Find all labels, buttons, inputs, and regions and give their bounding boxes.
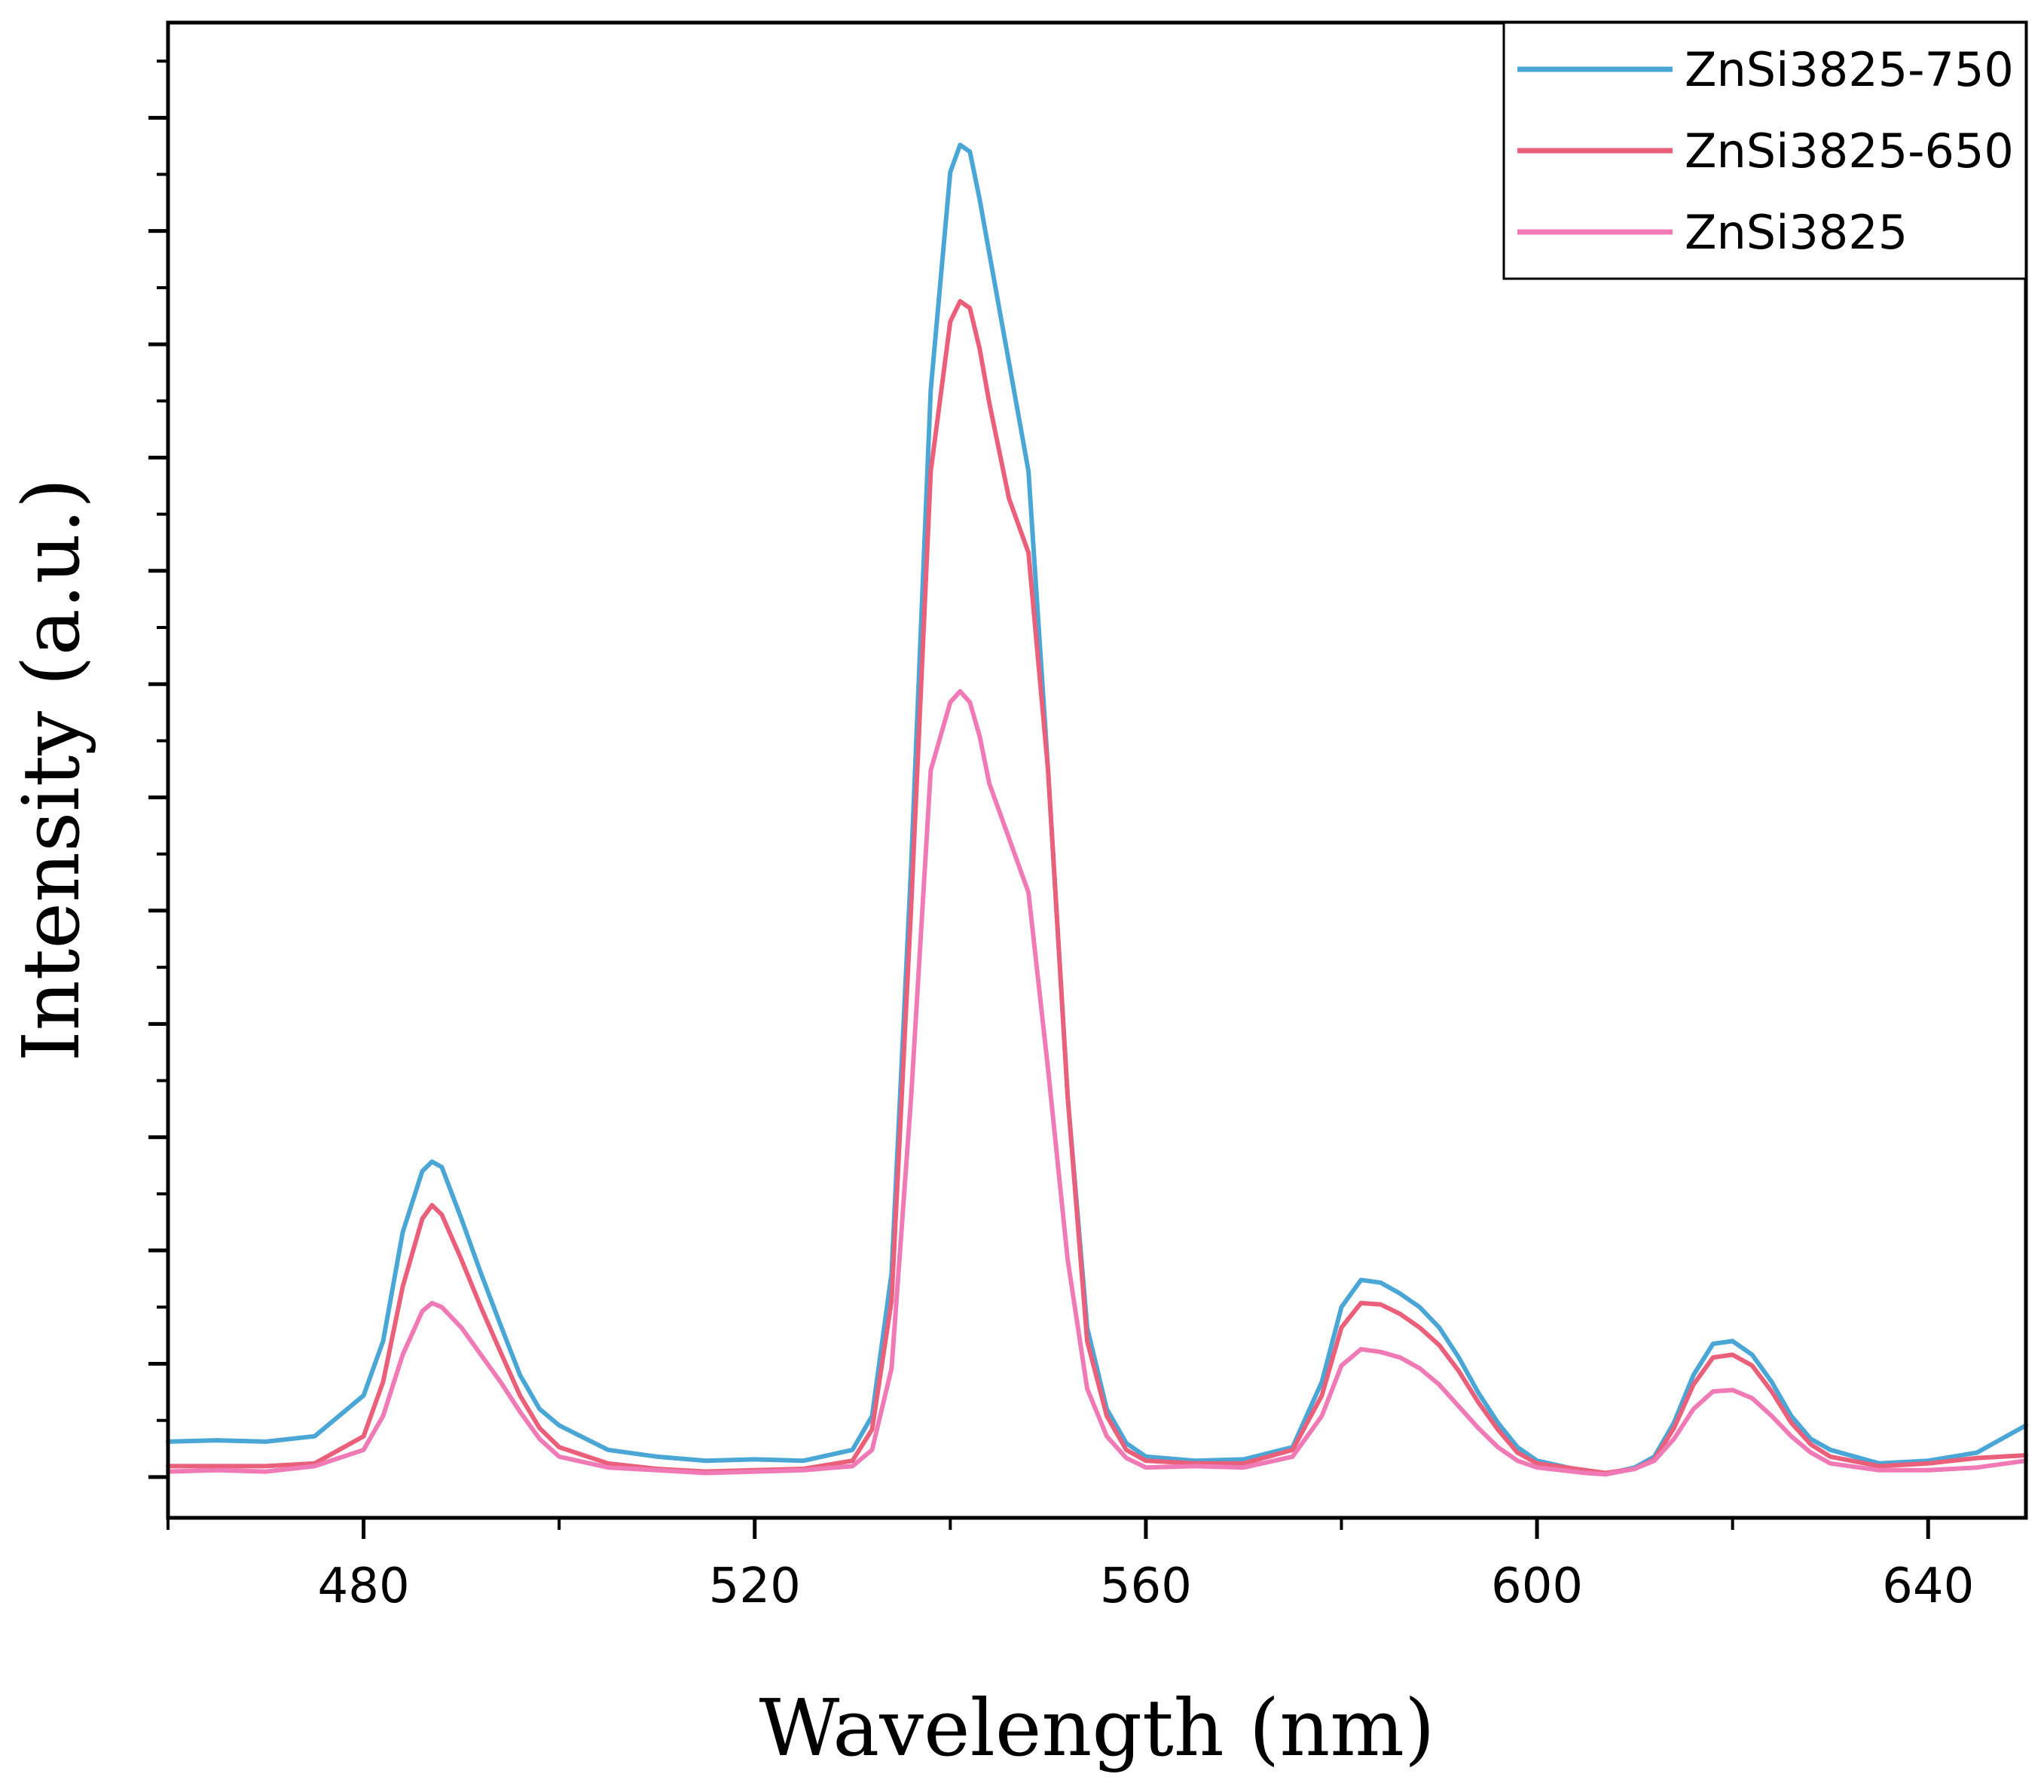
series-line-2 <box>166 298 2028 1476</box>
x-tick-label: 520 <box>709 1558 801 1614</box>
x-axis-label: Wavelength (nm) <box>759 1682 1434 1774</box>
legend-label: ZnSi3825-650 <box>1685 124 2014 179</box>
plot-frame <box>166 20 2028 1520</box>
legend-entries: ZnSi3825-750 ZnSi3825-650 ZnSi3825 <box>1517 42 2014 260</box>
x-tick-label: 560 <box>1100 1558 1192 1614</box>
legend: ZnSi3825-750 ZnSi3825-650 ZnSi3825 <box>1502 21 2027 280</box>
x-axis-ticks <box>167 1518 1930 1539</box>
y-axis-label: Intensity (a.u.) <box>5 478 97 1062</box>
series-line-3 <box>166 688 2028 1477</box>
legend-label: ZnSi3825 <box>1685 205 1908 260</box>
x-tick-label: 600 <box>1491 1558 1583 1614</box>
x-tick-label: 640 <box>1882 1558 1974 1614</box>
series-layer <box>166 142 2028 1477</box>
legend-label: ZnSi3825-750 <box>1685 42 2014 97</box>
y-axis-ticks <box>148 60 168 1479</box>
x-axis-tick-labels: 480 520 560 600 640 <box>318 1558 1975 1614</box>
x-tick-label: 480 <box>318 1558 410 1614</box>
